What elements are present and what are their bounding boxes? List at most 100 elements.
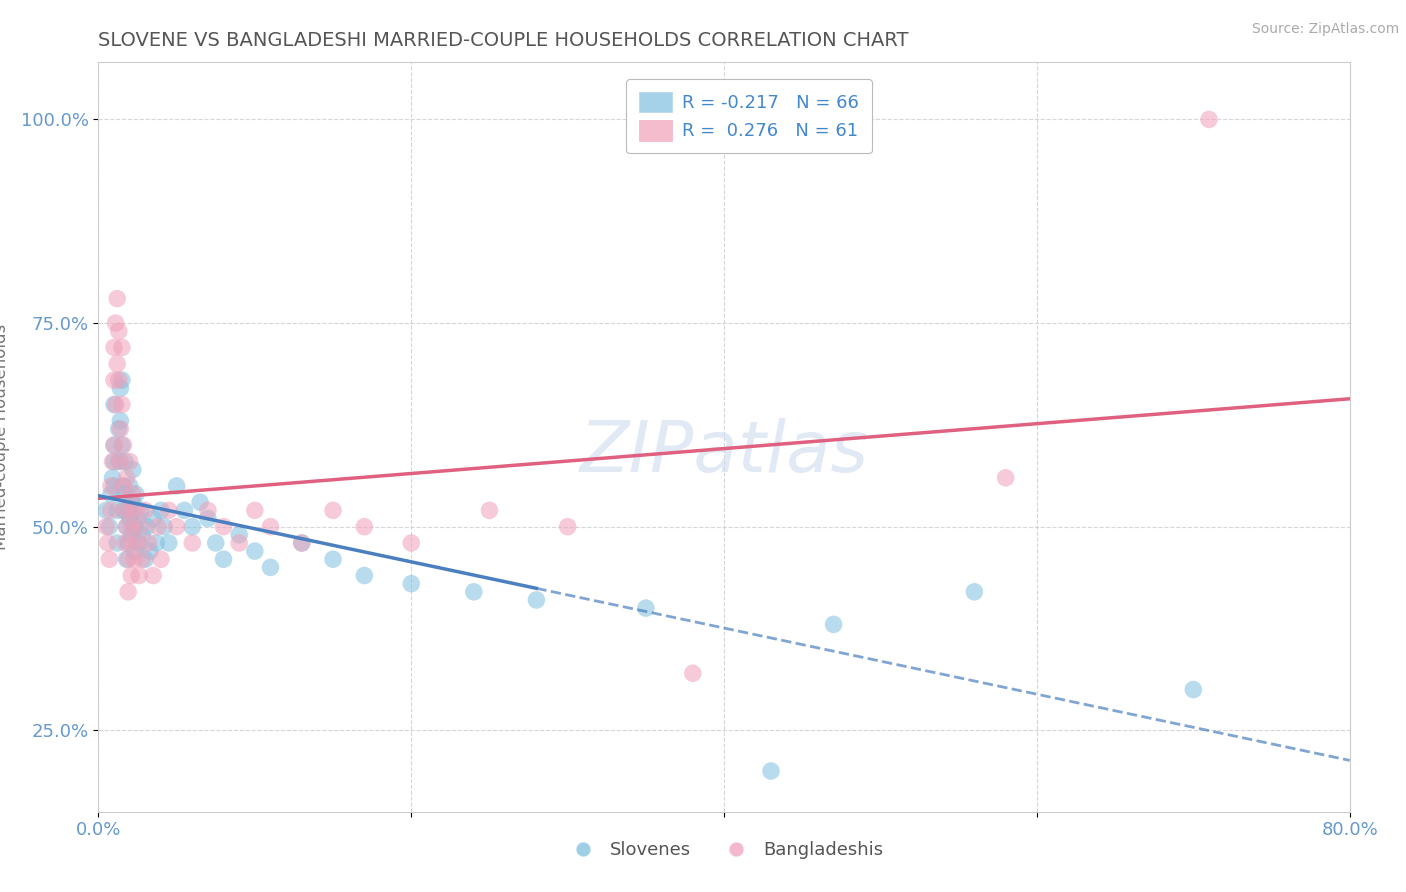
Point [97, 536, 120, 550]
Point [353, 568, 375, 582]
Point [138, 536, 160, 550]
Point [131, 552, 153, 566]
Point [121, 495, 143, 509]
Point [100, 479, 122, 493]
Point [111, 438, 134, 452]
Point [166, 479, 188, 493]
Point [114, 454, 136, 468]
Text: ZIPatlas: ZIPatlas [579, 417, 869, 486]
Point [114, 536, 136, 550]
Point [526, 593, 548, 607]
Point [259, 519, 281, 533]
Point [823, 617, 845, 632]
Point [103, 438, 125, 452]
Point [134, 503, 156, 517]
Point [96, 503, 118, 517]
Point [124, 544, 146, 558]
Point [127, 511, 149, 525]
Point [634, 601, 657, 615]
Point [118, 454, 141, 468]
Point [557, 519, 579, 533]
Text: Source: ZipAtlas.com: Source: ZipAtlas.com [1251, 22, 1399, 37]
Point [142, 568, 165, 582]
Point [98, 519, 121, 533]
Point [103, 438, 125, 452]
Point [104, 316, 127, 330]
Point [120, 495, 142, 509]
Point [121, 487, 143, 501]
Point [101, 454, 124, 468]
Point [173, 503, 195, 517]
Point [291, 536, 314, 550]
Point [120, 568, 142, 582]
Point [105, 357, 128, 371]
Point [117, 503, 139, 517]
Point [157, 503, 180, 517]
Point [353, 519, 375, 533]
Point [114, 503, 136, 517]
Point [103, 479, 125, 493]
Point [135, 519, 157, 533]
Point [118, 479, 141, 493]
Point [125, 487, 148, 501]
Point [181, 536, 204, 550]
Point [150, 552, 173, 566]
Point [139, 544, 162, 558]
Point [107, 422, 129, 436]
Point [115, 519, 138, 533]
Point [129, 503, 152, 517]
Point [105, 503, 128, 517]
Point [118, 511, 141, 525]
Point [212, 519, 235, 533]
Point [682, 666, 704, 681]
Point [127, 536, 149, 550]
Point [112, 479, 135, 493]
Point [1198, 112, 1220, 127]
Point [463, 584, 485, 599]
Point [128, 536, 150, 550]
Point [103, 454, 125, 468]
Point [115, 471, 138, 485]
Point [103, 397, 125, 411]
Point [134, 552, 156, 566]
Point [197, 503, 219, 517]
Point [963, 584, 986, 599]
Point [121, 519, 143, 533]
Point [121, 463, 143, 477]
Point [188, 495, 211, 509]
Point [114, 487, 136, 501]
Point [107, 324, 129, 338]
Point [111, 397, 134, 411]
Point [112, 479, 135, 493]
Point [401, 576, 423, 591]
Point [166, 519, 188, 533]
Point [112, 503, 135, 517]
Point [129, 519, 152, 533]
Point [322, 552, 344, 566]
Point [96, 519, 118, 533]
Point [243, 503, 266, 517]
Point [111, 341, 134, 355]
Point [117, 552, 139, 566]
Point [197, 511, 219, 525]
Point [243, 544, 266, 558]
Point [401, 536, 423, 550]
Point [322, 503, 344, 517]
Point [98, 552, 121, 566]
Point [107, 454, 129, 468]
Point [115, 552, 138, 566]
Point [111, 373, 134, 387]
Point [1182, 682, 1205, 697]
Point [153, 519, 176, 533]
Point [125, 503, 148, 517]
Point [118, 503, 141, 517]
Point [181, 519, 204, 533]
Point [120, 528, 142, 542]
Point [105, 536, 128, 550]
Point [120, 536, 142, 550]
Point [103, 373, 125, 387]
Point [145, 536, 167, 550]
Point [101, 471, 124, 485]
Point [110, 381, 132, 395]
Legend: Slovenes, Bangladeshis: Slovenes, Bangladeshis [558, 834, 890, 866]
